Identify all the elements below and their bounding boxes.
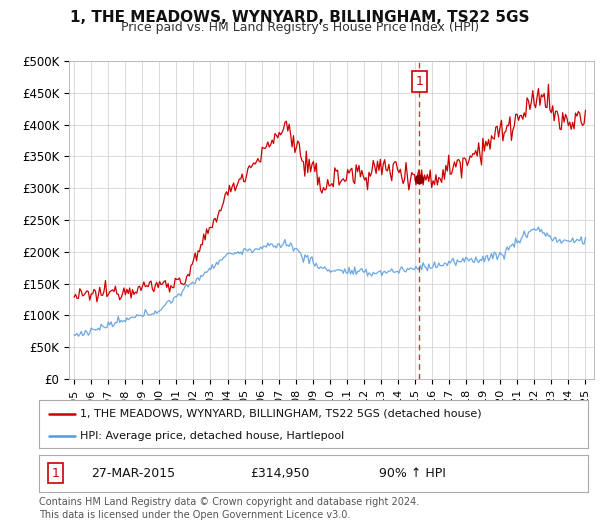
Text: 27-MAR-2015: 27-MAR-2015 <box>91 467 175 480</box>
Text: Price paid vs. HM Land Registry's House Price Index (HPI): Price paid vs. HM Land Registry's House … <box>121 21 479 34</box>
Text: 1, THE MEADOWS, WYNYARD, BILLINGHAM, TS22 5GS (detached house): 1, THE MEADOWS, WYNYARD, BILLINGHAM, TS2… <box>80 409 482 419</box>
Text: 1, THE MEADOWS, WYNYARD, BILLINGHAM, TS22 5GS: 1, THE MEADOWS, WYNYARD, BILLINGHAM, TS2… <box>70 10 530 24</box>
Text: 1: 1 <box>415 75 423 88</box>
Text: 90% ↑ HPI: 90% ↑ HPI <box>379 467 446 480</box>
Text: Contains HM Land Registry data © Crown copyright and database right 2024.
This d: Contains HM Land Registry data © Crown c… <box>39 497 419 520</box>
Text: 1: 1 <box>52 467 59 480</box>
Text: HPI: Average price, detached house, Hartlepool: HPI: Average price, detached house, Hart… <box>80 431 344 441</box>
Text: £314,950: £314,950 <box>250 467 310 480</box>
